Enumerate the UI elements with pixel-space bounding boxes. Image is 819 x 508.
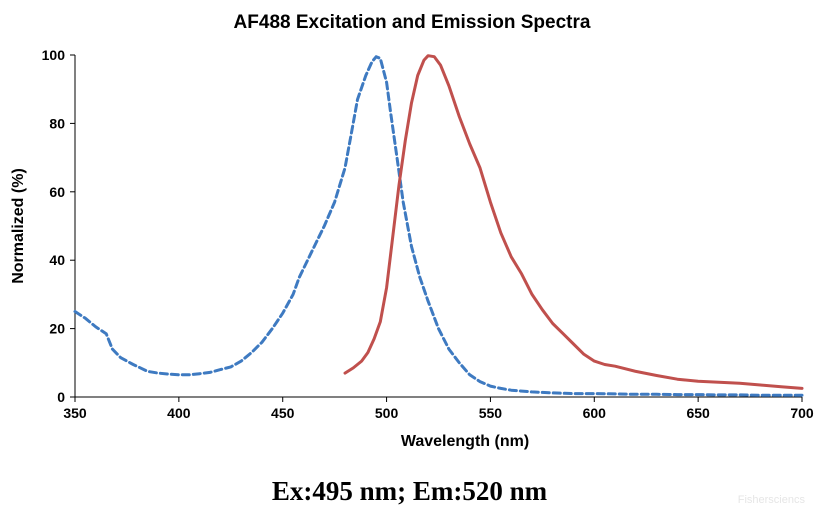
emission-series-line xyxy=(343,54,804,390)
y-tick-label: 80 xyxy=(49,115,65,131)
x-tick-label: 600 xyxy=(583,405,607,421)
caption-text: Ex:495 nm; Em:520 nm xyxy=(271,476,548,506)
y-tick-label: 20 xyxy=(49,321,65,337)
y-axis-title: Normalized (%) xyxy=(10,168,27,284)
axis-ticks: 350 400 450 500 550 600 650 700 0 20 40 60 80 100 xyxy=(42,47,814,421)
chart-title: AF488 Excitation and Emission Spectra xyxy=(234,12,591,33)
y-tick-label: 40 xyxy=(49,252,65,268)
x-tick-label: 550 xyxy=(479,405,503,421)
series-layer xyxy=(73,54,804,397)
y-tick-label: 0 xyxy=(57,389,65,405)
y-tick-label: 100 xyxy=(42,47,66,63)
x-tick-label: 450 xyxy=(271,405,295,421)
x-axis-title: Wavelength (nm) xyxy=(401,433,529,450)
y-tick-label: 60 xyxy=(49,184,65,200)
x-tick-label: 400 xyxy=(167,405,191,421)
x-tick-label: 650 xyxy=(686,405,710,421)
x-tick-label: 350 xyxy=(63,405,87,421)
excitation-series-line xyxy=(73,55,804,397)
x-tick-label: 700 xyxy=(790,405,814,421)
x-tick-label: 500 xyxy=(375,405,399,421)
plot-area: 350 400 450 500 550 600 650 700 0 20 40 60 80 100 xyxy=(42,47,814,421)
watermark-text: Fishersciencs xyxy=(737,494,805,506)
spectra-chart: AF488 Excitation and Emission Spectra 35… xyxy=(10,12,814,450)
